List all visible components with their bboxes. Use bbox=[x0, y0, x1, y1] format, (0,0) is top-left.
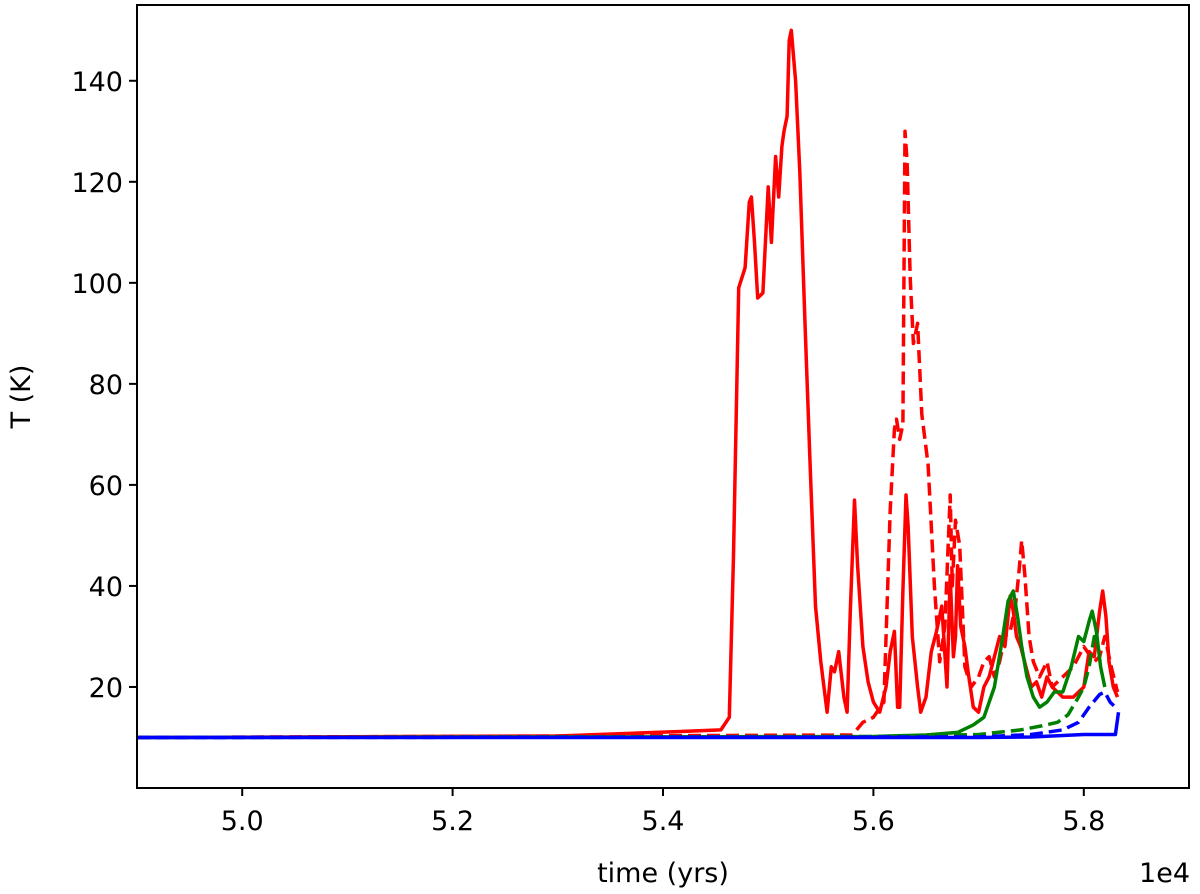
y-tick-label: 100 bbox=[71, 269, 123, 300]
x-tick-label: 5.6 bbox=[852, 806, 895, 837]
series-line-3-solid bbox=[136, 589, 1107, 740]
series-layer bbox=[136, 28, 1121, 740]
x-tick-label: 5.8 bbox=[1062, 806, 1105, 837]
y-axis-ticks: 20 40 60 80 100 120 140 bbox=[71, 67, 137, 704]
y-axis-label: T (K) bbox=[6, 365, 37, 430]
x-tick-label: 5.0 bbox=[221, 806, 264, 837]
y-tick-label: 120 bbox=[71, 168, 123, 199]
series-line-4-dashed bbox=[136, 634, 1100, 740]
x-tick-label: 5.2 bbox=[431, 806, 474, 837]
y-tick-label: 80 bbox=[89, 370, 123, 401]
x-tick-label: 5.4 bbox=[642, 806, 685, 837]
series-line-1-solid bbox=[136, 28, 1120, 740]
x-axis-offset-label: 1e4 bbox=[1139, 858, 1190, 889]
y-tick-label: 20 bbox=[89, 673, 123, 704]
y-tick-label: 140 bbox=[71, 67, 123, 98]
x-axis-label: time (yrs) bbox=[597, 858, 729, 889]
y-tick-label: 60 bbox=[89, 471, 123, 502]
series-line-6-dashed bbox=[136, 690, 1120, 740]
plot-frame bbox=[136, 4, 1190, 789]
x-axis-ticks: 5.0 5.2 5.4 5.6 5.8 bbox=[221, 788, 1105, 837]
series-line-2-dashed bbox=[136, 129, 1120, 740]
y-tick-label: 40 bbox=[89, 572, 123, 603]
